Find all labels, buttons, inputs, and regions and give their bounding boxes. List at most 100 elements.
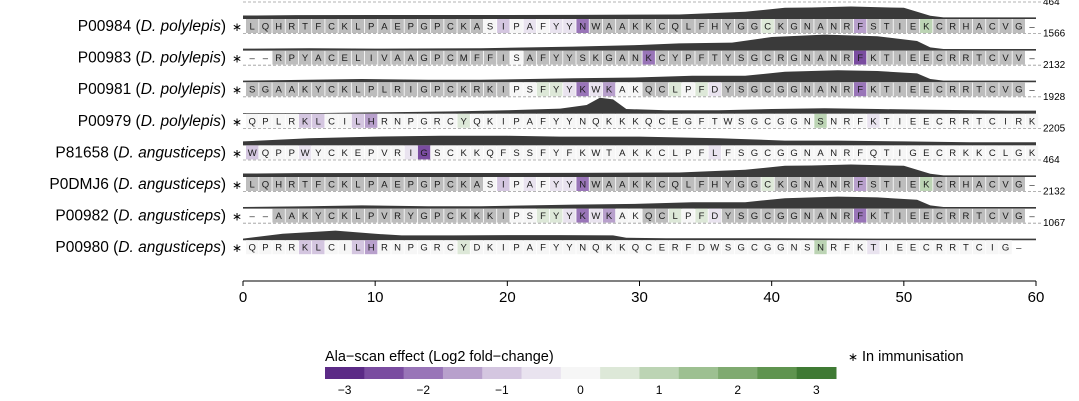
residue-cell [549,50,563,65]
residue-letter: E [672,116,678,127]
residue-cell [523,177,536,191]
residue-cell [589,113,603,128]
residue-letter: R [1015,116,1022,127]
residue-letter: K [606,116,613,127]
residue-letter: N [579,180,586,191]
residue-letter: N [830,85,837,96]
residue-letter: A [527,22,534,33]
residue-letter: C [447,116,454,127]
residue-cell [378,82,391,97]
residue-letter: C [976,243,983,254]
residue-letter: Y [553,243,560,254]
residue-cell [259,145,272,160]
residue-cell [404,113,418,128]
residue-cell [431,208,444,223]
row-species: D. angusticeps [118,176,221,193]
residue-letter: R [844,85,851,96]
residue-letter: R [288,180,295,191]
residue-cell [616,145,629,160]
residue-letter: K [487,211,494,222]
residue-letter: T [870,243,876,254]
residue-cell [972,50,986,65]
residue-cell [682,50,695,65]
residue-letter: G [777,85,784,96]
residue-letter: N [804,22,811,33]
residue-cell [285,50,299,65]
residue-cell [404,240,418,255]
residue-letter: C [328,22,335,33]
residue-letter: P [368,22,374,33]
residue-letter: K [857,243,864,254]
residue-letter: N [830,180,837,191]
residue-cell [312,19,325,33]
residue-letter: F [844,243,850,254]
residue-cell [576,19,589,33]
residue-cell [616,208,629,223]
residue-cell [444,50,457,65]
residue-cell [444,82,457,97]
residue-letter: Q [249,243,256,254]
residue-cell [364,82,378,97]
residue-letter: T [976,85,982,96]
residue-letter: G [790,85,797,96]
residue-cell [378,50,391,65]
residue-cell [1012,208,1025,223]
residue-letter: G [790,53,797,64]
residue-letter: A [527,116,534,127]
residue-letter: R [844,22,851,33]
residue-cell [933,240,946,255]
residue-letter: R [288,22,295,33]
residue-letter: G [420,116,427,127]
residue-letter: S [513,148,519,159]
residue-cell [1012,177,1025,191]
residue-cell [338,240,351,255]
residue-cell [893,177,907,191]
residue-cell [444,145,457,160]
residue-cell [457,240,470,255]
residue-cell [642,113,655,128]
residue-cell [549,208,563,223]
residue-cell [351,19,365,33]
residue-cell [959,240,973,255]
x-tick-label: 10 [367,289,384,306]
residue-letter: Y [566,243,573,254]
residue-letter: K [632,180,639,191]
residue-cell [602,240,616,255]
sequence-row: P00982 (D. angusticeps) ∗ – – A A K Y C K L P V R Y G P C… [55,187,1065,225]
residue-cell [444,19,457,33]
residue-letter: C [658,22,665,33]
residue-letter: T [712,116,718,127]
residue-cell [431,177,444,191]
residue-cell [246,82,259,97]
residue-letter: C [989,180,996,191]
residue-letter: K [302,243,309,254]
residue-cell [246,177,259,191]
residue-cell [364,50,378,65]
residue-cell [470,82,484,97]
residue-letter: I [409,148,412,159]
row-label: P00982 (D. angusticeps) [55,208,226,225]
residue-cell [735,19,748,33]
residue-cell [391,82,404,97]
row-species: D. angusticeps [118,208,221,225]
residue-cell [853,177,867,191]
residue-cell [853,240,867,255]
residue-cell [272,240,285,255]
residue-letter: L [355,116,360,127]
residue-letter: R [844,53,851,64]
residue-cell [312,145,325,160]
residue-cell [497,145,510,160]
residue-cell [946,82,959,97]
residue-letter: C [328,180,335,191]
residue-letter: G [751,148,758,159]
residue-cell [867,177,880,191]
residue-letter: F [857,116,863,127]
residue-cell [642,50,655,65]
residue-letter: P [368,180,374,191]
immunisation-star-icon: ∗ [232,20,242,34]
residue-cell [920,177,933,191]
residue-letter: T [302,180,308,191]
residue-letter: R [830,243,837,254]
residue-cell [801,145,814,160]
residue-letter: A [619,148,626,159]
